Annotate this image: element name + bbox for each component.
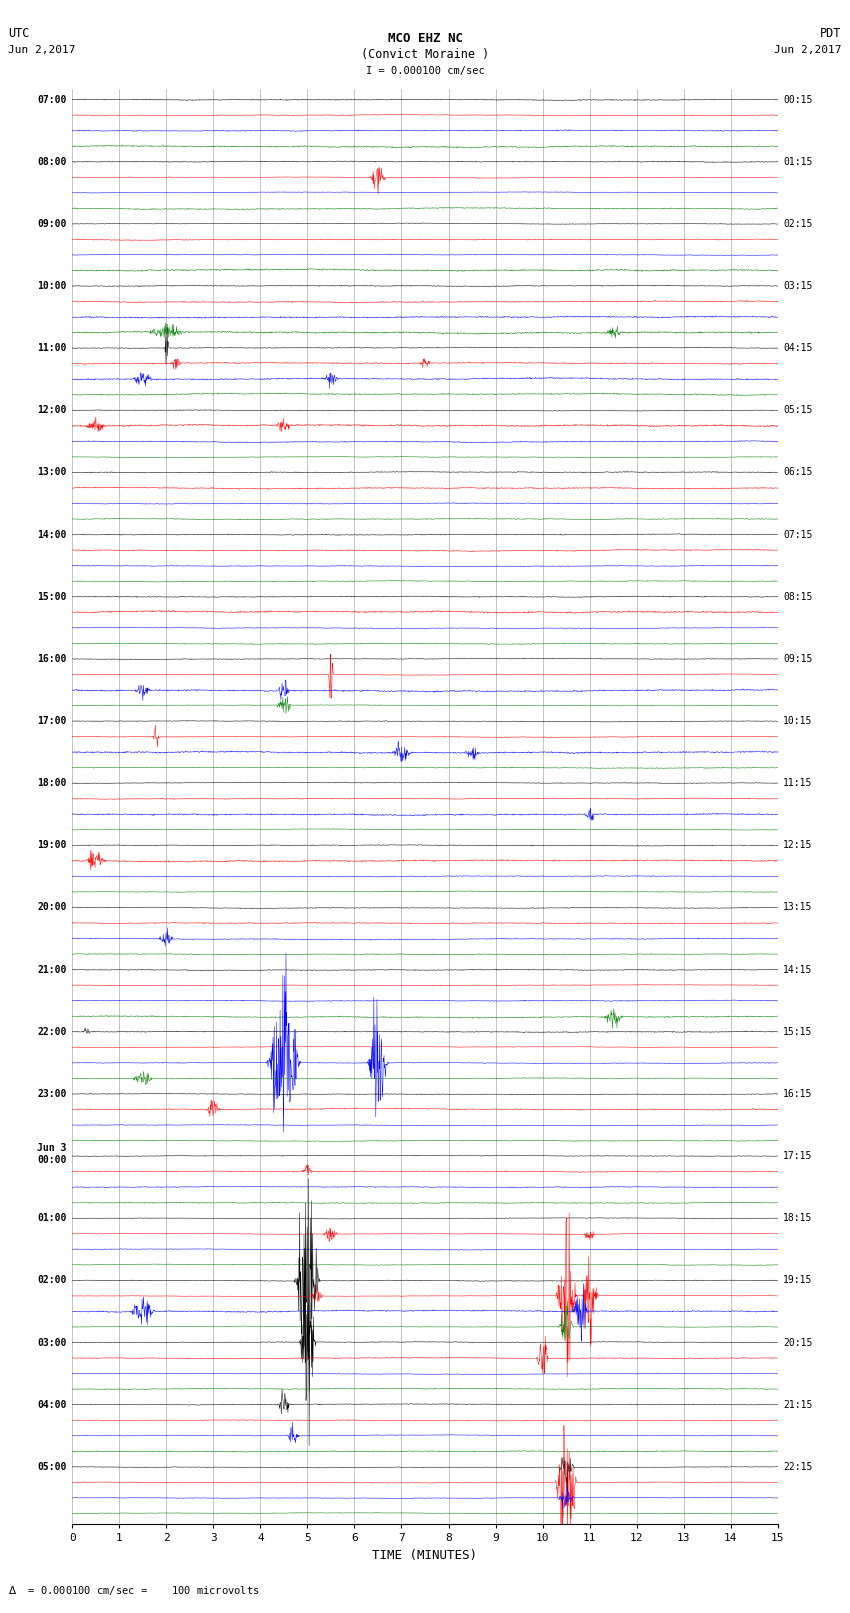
Text: 22:00: 22:00	[37, 1027, 66, 1037]
X-axis label: TIME (MINUTES): TIME (MINUTES)	[372, 1548, 478, 1561]
Text: 21:15: 21:15	[784, 1400, 813, 1410]
Text: 10:15: 10:15	[784, 716, 813, 726]
Text: 18:15: 18:15	[784, 1213, 813, 1223]
Text: Jun 2,2017: Jun 2,2017	[774, 45, 842, 55]
Text: 03:15: 03:15	[784, 281, 813, 290]
Text: 14:00: 14:00	[37, 529, 66, 540]
Text: 09:00: 09:00	[37, 219, 66, 229]
Text: 06:15: 06:15	[784, 468, 813, 477]
Text: PDT: PDT	[820, 27, 842, 40]
Text: Jun 3: Jun 3	[37, 1142, 66, 1153]
Text: 04:15: 04:15	[784, 344, 813, 353]
Text: 14:15: 14:15	[784, 965, 813, 974]
Text: 20:15: 20:15	[784, 1337, 813, 1347]
Text: 12:00: 12:00	[37, 405, 66, 415]
Text: 19:00: 19:00	[37, 840, 66, 850]
Text: 02:15: 02:15	[784, 219, 813, 229]
Text: $\Delta$  = 0.000100 cm/sec =    100 microvolts: $\Delta$ = 0.000100 cm/sec = 100 microvo…	[8, 1584, 260, 1597]
Text: 08:00: 08:00	[37, 156, 66, 166]
Text: 19:15: 19:15	[784, 1276, 813, 1286]
Text: (Convict Moraine ): (Convict Moraine )	[361, 48, 489, 61]
Text: 09:15: 09:15	[784, 653, 813, 665]
Text: 12:15: 12:15	[784, 840, 813, 850]
Text: 22:15: 22:15	[784, 1461, 813, 1471]
Text: 08:15: 08:15	[784, 592, 813, 602]
Text: 03:00: 03:00	[37, 1337, 66, 1347]
Text: 11:15: 11:15	[784, 777, 813, 789]
Text: 11:00: 11:00	[37, 344, 66, 353]
Text: 04:00: 04:00	[37, 1400, 66, 1410]
Text: 23:00: 23:00	[37, 1089, 66, 1098]
Text: 05:15: 05:15	[784, 405, 813, 415]
Text: 02:00: 02:00	[37, 1276, 66, 1286]
Text: 13:15: 13:15	[784, 903, 813, 913]
Text: 01:00: 01:00	[37, 1213, 66, 1223]
Text: I = 0.000100 cm/sec: I = 0.000100 cm/sec	[366, 66, 484, 76]
Text: 17:15: 17:15	[784, 1152, 813, 1161]
Text: 07:15: 07:15	[784, 529, 813, 540]
Text: Jun 2,2017: Jun 2,2017	[8, 45, 76, 55]
Text: 00:00: 00:00	[37, 1155, 66, 1165]
Text: 07:00: 07:00	[37, 95, 66, 105]
Text: 15:00: 15:00	[37, 592, 66, 602]
Text: 16:15: 16:15	[784, 1089, 813, 1098]
Text: 20:00: 20:00	[37, 903, 66, 913]
Text: 01:15: 01:15	[784, 156, 813, 166]
Text: 13:00: 13:00	[37, 468, 66, 477]
Text: UTC: UTC	[8, 27, 30, 40]
Text: 21:00: 21:00	[37, 965, 66, 974]
Text: 10:00: 10:00	[37, 281, 66, 290]
Text: MCO EHZ NC: MCO EHZ NC	[388, 32, 462, 45]
Text: 18:00: 18:00	[37, 777, 66, 789]
Text: 05:00: 05:00	[37, 1461, 66, 1471]
Text: 15:15: 15:15	[784, 1027, 813, 1037]
Text: 16:00: 16:00	[37, 653, 66, 665]
Text: 00:15: 00:15	[784, 95, 813, 105]
Text: 17:00: 17:00	[37, 716, 66, 726]
